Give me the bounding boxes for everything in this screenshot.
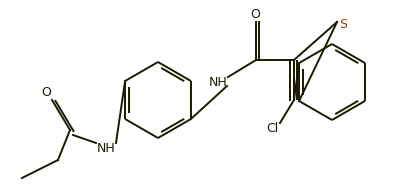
Text: O: O xyxy=(41,85,51,99)
Text: Cl: Cl xyxy=(266,122,278,134)
Text: NH: NH xyxy=(97,142,115,154)
Text: O: O xyxy=(250,7,260,21)
Text: NH: NH xyxy=(208,75,227,89)
Text: S: S xyxy=(339,17,347,31)
